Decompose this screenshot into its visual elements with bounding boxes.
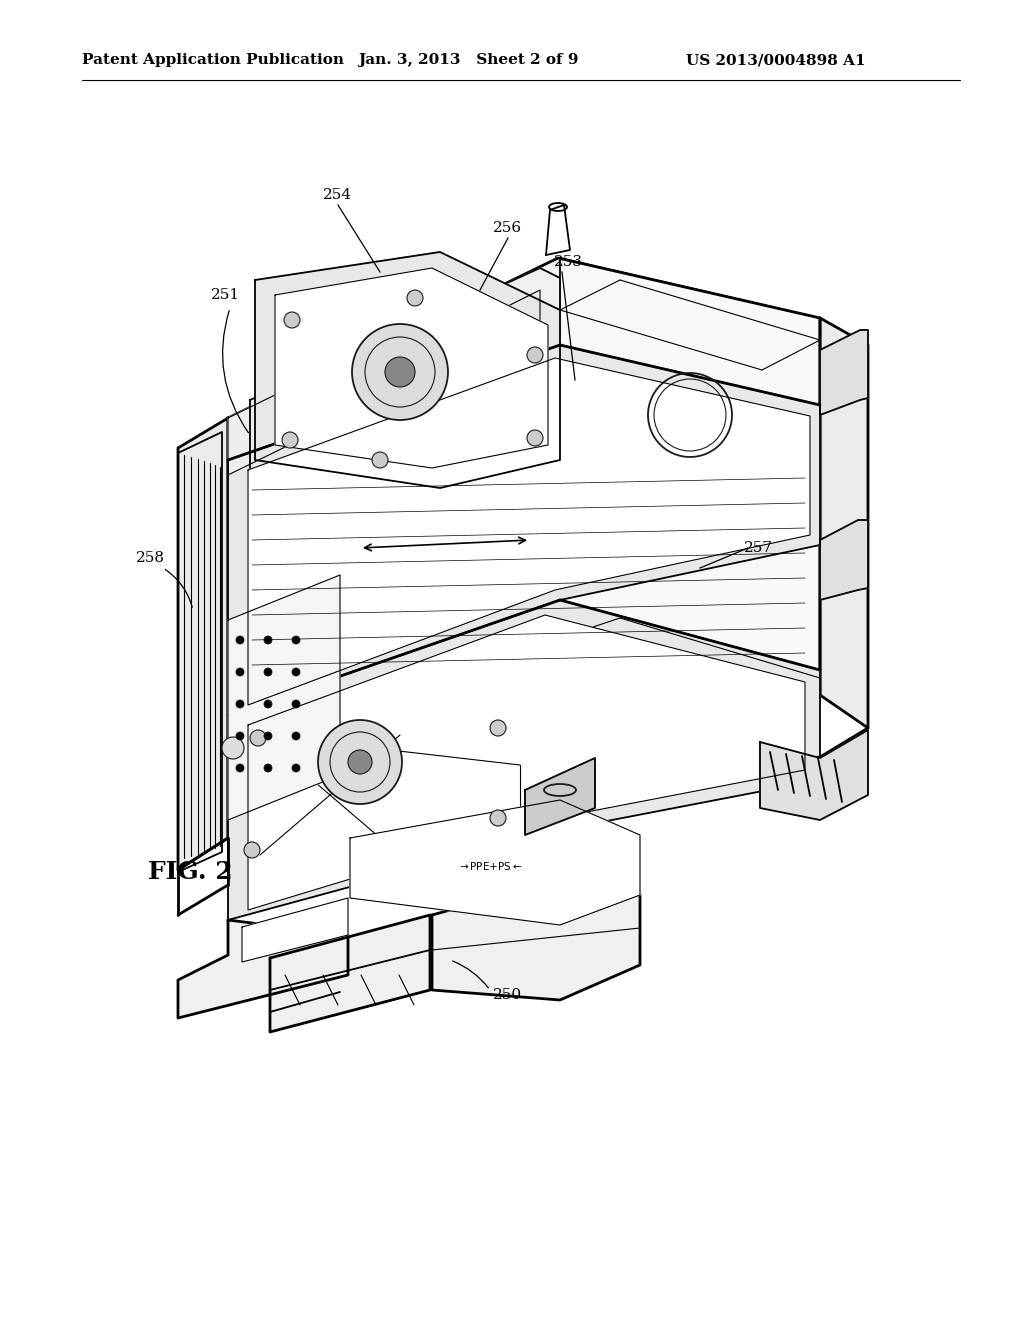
Text: US 2013/0004898 A1: US 2013/0004898 A1 — [686, 53, 865, 67]
Circle shape — [264, 636, 272, 644]
Circle shape — [385, 356, 415, 387]
Text: 257: 257 — [743, 541, 772, 554]
Text: Jan. 3, 2013   Sheet 2 of 9: Jan. 3, 2013 Sheet 2 of 9 — [358, 53, 579, 67]
Circle shape — [292, 764, 300, 772]
Polygon shape — [350, 800, 640, 925]
Circle shape — [292, 636, 300, 644]
Text: 254: 254 — [324, 187, 352, 202]
Polygon shape — [248, 358, 810, 705]
Polygon shape — [525, 758, 595, 836]
Circle shape — [264, 733, 272, 741]
Circle shape — [527, 347, 543, 363]
Text: 251: 251 — [211, 288, 240, 302]
Polygon shape — [560, 257, 820, 738]
Circle shape — [352, 323, 449, 420]
Polygon shape — [228, 576, 340, 820]
Text: 253: 253 — [554, 255, 583, 269]
Polygon shape — [228, 345, 820, 715]
Circle shape — [292, 733, 300, 741]
Polygon shape — [228, 290, 540, 475]
Polygon shape — [820, 330, 868, 414]
Polygon shape — [760, 730, 868, 820]
Circle shape — [527, 430, 543, 446]
Circle shape — [372, 451, 388, 469]
Text: FIG. 2: FIG. 2 — [148, 861, 232, 884]
Polygon shape — [248, 615, 805, 909]
Circle shape — [490, 810, 506, 826]
Circle shape — [236, 668, 244, 676]
Polygon shape — [178, 920, 348, 1018]
Circle shape — [222, 737, 244, 759]
Polygon shape — [178, 418, 228, 870]
Circle shape — [490, 719, 506, 737]
Circle shape — [407, 290, 423, 306]
Polygon shape — [228, 601, 820, 920]
Text: 256: 256 — [494, 220, 522, 235]
Text: 250: 250 — [494, 987, 522, 1002]
Circle shape — [284, 312, 300, 327]
Circle shape — [236, 700, 244, 708]
Polygon shape — [820, 318, 868, 729]
Circle shape — [236, 733, 244, 741]
Polygon shape — [275, 268, 548, 469]
Polygon shape — [432, 880, 640, 1001]
Circle shape — [264, 700, 272, 708]
Polygon shape — [270, 915, 430, 1032]
Polygon shape — [255, 252, 560, 488]
Polygon shape — [242, 898, 348, 962]
Circle shape — [236, 636, 244, 644]
Circle shape — [264, 764, 272, 772]
Circle shape — [236, 764, 244, 772]
Polygon shape — [250, 268, 560, 475]
Circle shape — [264, 668, 272, 676]
Polygon shape — [820, 520, 868, 601]
Circle shape — [348, 750, 372, 774]
Polygon shape — [228, 257, 820, 898]
Circle shape — [292, 700, 300, 708]
Polygon shape — [546, 205, 570, 255]
Text: 258: 258 — [135, 550, 165, 565]
Circle shape — [318, 719, 402, 804]
Circle shape — [282, 432, 298, 447]
Circle shape — [250, 730, 266, 746]
Circle shape — [244, 842, 260, 858]
Circle shape — [292, 668, 300, 676]
Text: Patent Application Publication: Patent Application Publication — [82, 53, 344, 67]
Text: $\rightarrow$PPE+PS$\leftarrow$: $\rightarrow$PPE+PS$\leftarrow$ — [458, 861, 522, 873]
